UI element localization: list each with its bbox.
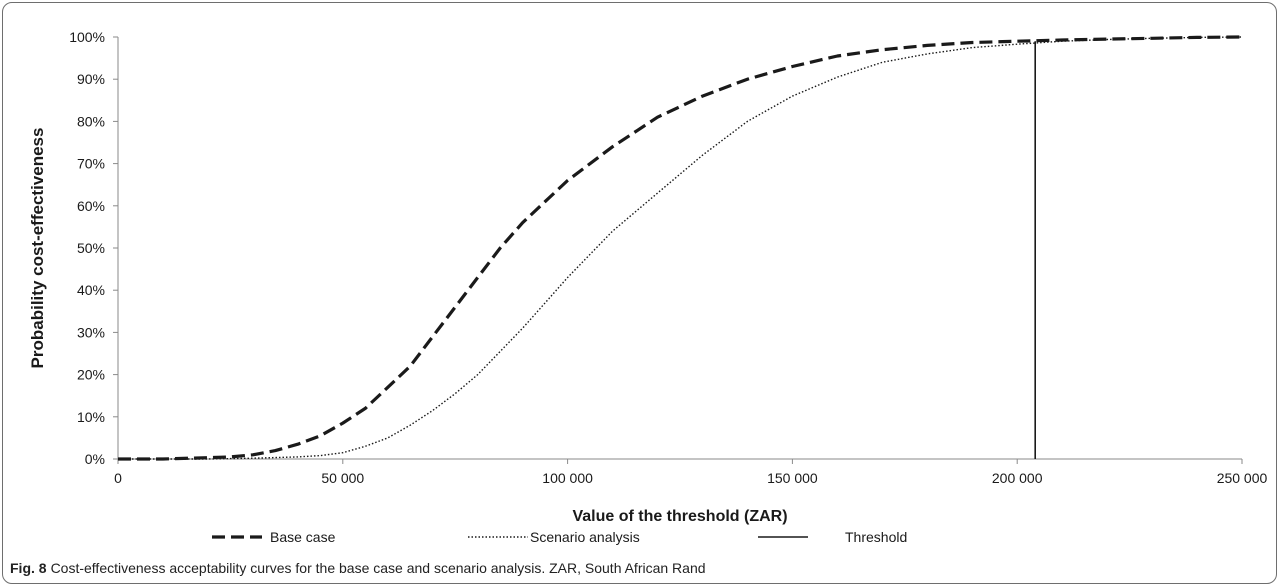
- y-tick-label: 30%: [77, 324, 105, 340]
- series-line-base-case: [118, 35, 1243, 461]
- y-tick-label: 0%: [85, 451, 105, 467]
- caption-text: Cost-effectiveness acceptability curves …: [50, 560, 706, 576]
- y-tick-label: 60%: [77, 198, 105, 214]
- legend-label-base-case: Base case: [270, 529, 336, 545]
- y-tick-label: 90%: [77, 71, 105, 87]
- caption-label: Fig. 8: [10, 560, 47, 576]
- y-tick-label: 70%: [77, 156, 105, 172]
- legend-label-threshold: Threshold: [845, 529, 907, 545]
- legend-label-scenario-analysis: Scenario analysis: [530, 529, 640, 545]
- x-tick-label: 100 000: [542, 470, 593, 486]
- chart-axes: 0% 10% 20% 30% 40% 50% 60% 70% 80% 90% 100% 0 50 000…: [69, 29, 1267, 486]
- series-layer: [118, 35, 1243, 461]
- x-tick-label: 150 000: [767, 470, 818, 486]
- y-tick-label: 20%: [77, 367, 105, 383]
- x-tick-label: 0: [114, 470, 122, 486]
- series-line-scenario-analysis: [118, 36, 1243, 460]
- x-tick-label: 200 000: [992, 470, 1043, 486]
- y-tick-label: 50%: [77, 240, 105, 256]
- x-tick-label: 50 000: [321, 470, 364, 486]
- y-axis-label: Probability cost-effectiveness: [28, 128, 47, 369]
- legend: Base case Scenario analysis Threshold: [212, 529, 907, 545]
- figure-caption: Fig. 8 Cost-effectiveness acceptability c…: [10, 560, 706, 576]
- y-tick-label: 100%: [69, 29, 105, 45]
- y-tick-label: 40%: [77, 282, 105, 298]
- y-tick-label: 80%: [77, 113, 105, 129]
- x-tick-label: 250 000: [1217, 470, 1268, 486]
- x-axis-label: Value of the threshold (ZAR): [572, 508, 787, 525]
- y-tick-label: 10%: [77, 409, 105, 425]
